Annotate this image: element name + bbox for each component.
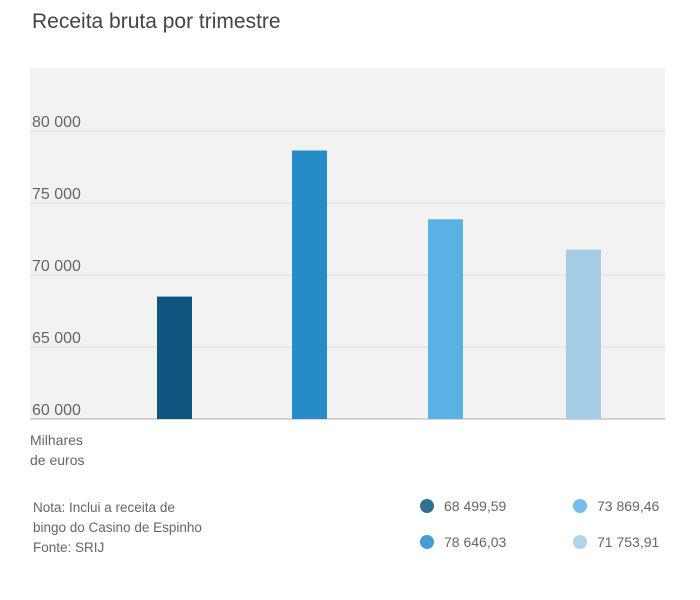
legend-item: 78 646,03 bbox=[420, 534, 506, 550]
chart-note: Nota: Inclui a receita de bingo do Casin… bbox=[33, 498, 202, 558]
y-tick-label: 75 000 bbox=[32, 186, 81, 203]
y-unit-label: Milhares de euros bbox=[30, 430, 84, 470]
legend-value: 71 753,91 bbox=[597, 534, 660, 550]
source-line: Fonte: SRIJ bbox=[33, 540, 105, 555]
legend-dot-icon bbox=[573, 499, 587, 513]
legend-dot-icon bbox=[573, 535, 587, 549]
bar-t1-2016 bbox=[566, 249, 601, 419]
y-tick-label: 80 000 bbox=[32, 114, 81, 131]
y-tick-label: 70 000 bbox=[32, 258, 81, 275]
note-line: bingo do Casino de Espinho bbox=[33, 520, 202, 535]
unit-line: de euros bbox=[30, 452, 85, 468]
bar-t4-2015 bbox=[428, 219, 463, 419]
legend-item: 71 753,91 bbox=[573, 534, 659, 550]
legend-value: 78 646,03 bbox=[444, 534, 507, 550]
y-tick-label: 60 000 bbox=[32, 402, 81, 419]
legend-dot-icon bbox=[420, 499, 434, 513]
chart-title: Receita bruta por trimestre bbox=[32, 10, 281, 33]
y-tick-label: 65 000 bbox=[32, 330, 81, 347]
legend-item: 68 499,59 bbox=[420, 498, 506, 514]
legend-dot-icon bbox=[420, 535, 434, 549]
note-line: Nota: Inclui a receita de bbox=[33, 500, 175, 515]
bar-t3-2015 bbox=[292, 150, 327, 419]
legend-item: 73 869,46 bbox=[573, 498, 659, 514]
bar-t2-2015 bbox=[157, 296, 192, 419]
plot-background bbox=[30, 68, 665, 419]
legend-value: 68 499,59 bbox=[444, 498, 507, 514]
legend-value: 73 869,46 bbox=[597, 498, 660, 514]
unit-line: Milhares bbox=[30, 432, 83, 448]
